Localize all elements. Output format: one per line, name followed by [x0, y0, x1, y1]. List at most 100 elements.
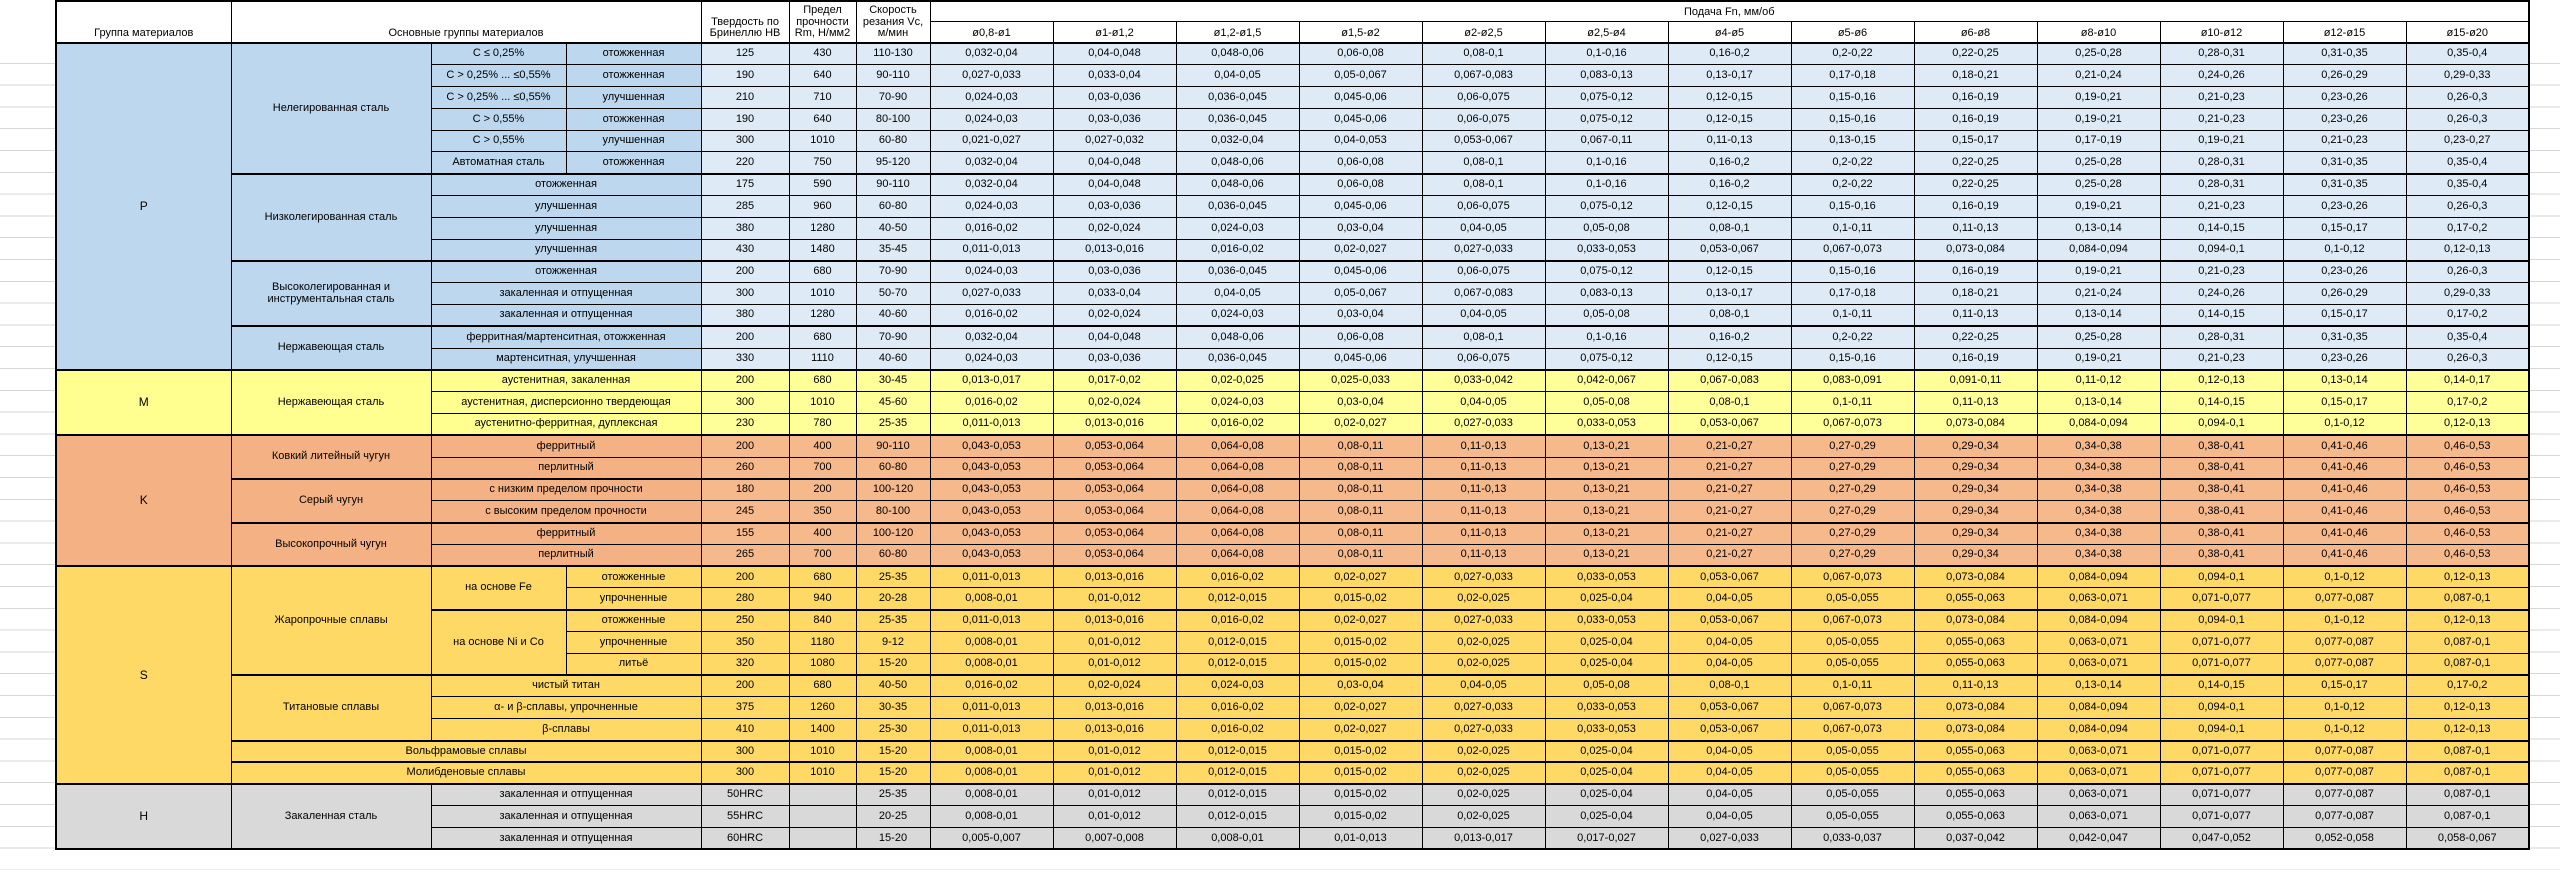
- feed-cell: 0,033-0,053: [1544, 608, 1669, 633]
- feed-cell: 0,077-0,087: [2282, 587, 2407, 611]
- feed-cell: 0,15-0,16: [1790, 347, 1915, 371]
- group-cell-P: P: [55, 42, 232, 371]
- feed-cell: 0,048-0,06: [1175, 172, 1300, 197]
- feed-cell: 0,04-0,05: [1175, 64, 1300, 88]
- table-row: P Нелегированная сталь C ≤ 0,25% отожженная…: [55, 42, 2530, 371]
- feed-cell: 0,027-0,033: [1421, 696, 1546, 720]
- hardness-cell: 285: [700, 195, 790, 218]
- feed-cell: 0,073-0,084: [1913, 565, 2038, 589]
- table-row: Вольфрамовые сплавы 300 1010 15-20 0,008-0,0…: [56, 739, 2530, 763]
- feed-cell: 0,012-0,015: [1175, 805, 1300, 829]
- feed-cell: 0,29-0,34: [1913, 477, 2038, 502]
- feed-cell: 0,23-0,26: [2282, 259, 2407, 284]
- feed-cell: 0,04-0,05: [1421, 304, 1546, 327]
- treatment-cell: отожженная: [565, 151, 702, 175]
- hardness-cell: 350: [700, 631, 790, 654]
- feed-cell: 0,016-0,02: [1175, 608, 1300, 633]
- feed-cell: 0,18-0,21: [1913, 282, 2038, 306]
- feed-cell: 0,13-0,17: [1667, 282, 1792, 306]
- strength-cell: 1010: [788, 761, 857, 785]
- feed-cell: 0,27-0,29: [1790, 543, 1915, 567]
- feed-cell: 0,17-0,2: [2405, 674, 2530, 698]
- feed-cell: 0,063-0,071: [2036, 783, 2161, 807]
- feed-cell: 0,043-0,053: [929, 477, 1054, 502]
- feed-cell: 0,036-0,045: [1175, 86, 1300, 109]
- treatment-cell: отожженные: [565, 565, 702, 589]
- table-row: упрочненные 280 940 20-28 0,008-0,01 0,01-0,0…: [56, 587, 2530, 611]
- feed-cell: 0,02-0,027: [1298, 608, 1423, 633]
- feed-cell: 0,025-0,04: [1544, 631, 1669, 654]
- feed-cell: 0,025-0,04: [1544, 761, 1669, 785]
- feed-cell: 0,38-0,41: [2159, 434, 2284, 458]
- table-row: аустенитно-ферритная, дуплексная 230 780 25…: [56, 413, 2530, 436]
- feed-cell: 0,033-0,053: [1544, 565, 1669, 589]
- table-row: упрочненные 350 1180 9-12 0,008-0,01 0,01-0,0…: [56, 631, 2530, 654]
- feed-cell: 0,21-0,23: [2159, 86, 2284, 109]
- feed-cell: 0,015-0,02: [1298, 652, 1423, 676]
- feed-cell: 0,055-0,063: [1913, 783, 2038, 807]
- feed-cell: 0,067-0,083: [1421, 64, 1546, 88]
- table-row: M Нержавеющая сталь аустенитная, закаленна…: [55, 368, 2530, 436]
- feed-cell: 0,05-0,08: [1544, 216, 1669, 240]
- feed-cell: 0,34-0,38: [2036, 521, 2161, 545]
- feed-cell: 0,025-0,04: [1544, 783, 1669, 807]
- feed-cell: 0,13-0,21: [1544, 477, 1669, 502]
- feed-cell: 0,11-0,13: [1421, 477, 1546, 502]
- feed-cell: 0,02-0,027: [1298, 238, 1423, 262]
- feed-cell: 0,38-0,41: [2159, 543, 2284, 567]
- feed-cell: 0,055-0,063: [1913, 761, 2038, 785]
- treatment-cell: отожженные: [565, 608, 702, 633]
- hardness-cell: 190: [700, 64, 790, 88]
- feed-cell: 0,048-0,06: [1175, 42, 1300, 66]
- subgroup-cell: на основе Fe: [430, 565, 567, 611]
- material-cell: Низколегированная сталь: [230, 172, 432, 262]
- feed-cell: 0,21-0,27: [1667, 477, 1792, 502]
- feed-cell: 0,13-0,14: [2282, 368, 2407, 393]
- feed-cell: 0,12-0,15: [1667, 86, 1792, 109]
- subgroup-cell: ферритный: [430, 434, 702, 458]
- feed-cell: 0,02-0,025: [1175, 368, 1300, 393]
- strength-cell: 1010: [788, 282, 857, 306]
- feed-cell: 0,027-0,033: [929, 64, 1054, 88]
- feed-cell: 0,16-0,19: [1913, 86, 2038, 109]
- speed-cell: 45-60: [855, 391, 931, 415]
- feed-cell: 0,21-0,23: [2159, 195, 2284, 218]
- feed-cell: 0,11-0,13: [1913, 674, 2038, 698]
- feed-cell: 0,06-0,075: [1421, 259, 1546, 284]
- feed-cell: 0,26-0,29: [2282, 64, 2407, 88]
- feed-cell: 0,032-0,04: [1175, 129, 1300, 153]
- material-cell: Высоколегированная и инструментальная ст…: [230, 259, 432, 327]
- feed-cell: 0,045-0,06: [1298, 107, 1423, 131]
- subgroup-cell: аустенитно-ферритная, дуплексная: [430, 413, 702, 436]
- feed-cell: 0,05-0,08: [1544, 674, 1669, 698]
- strength-cell: 1280: [788, 216, 857, 240]
- feed-cell: 0,16-0,19: [1913, 259, 2038, 284]
- hardness-cell: 300: [700, 282, 790, 306]
- feed-cell: 0,05-0,055: [1790, 783, 1915, 807]
- feed-cell: 0,027-0,033: [1421, 565, 1546, 589]
- feed-cell: 0,083-0,091: [1790, 368, 1915, 393]
- feed-cell: 0,08-0,1: [1421, 151, 1546, 175]
- feed-cell: 0,17-0,2: [2405, 391, 2530, 415]
- feed-cell: 0,12-0,15: [1667, 107, 1792, 131]
- feed-cell: 0,04-0,05: [1421, 674, 1546, 698]
- feed-cell: 0,46-0,53: [2405, 477, 2530, 502]
- feed-cell: 0,045-0,06: [1298, 195, 1423, 218]
- feed-cell: 0,007-0,008: [1052, 827, 1177, 850]
- speed-cell: 40-50: [855, 216, 931, 240]
- speed-cell: 25-35: [855, 608, 931, 633]
- feed-cell: 0,027-0,032: [1052, 129, 1177, 153]
- feed-cell: 0,008-0,01: [929, 631, 1054, 654]
- feed-cell: 0,34-0,38: [2036, 543, 2161, 567]
- feed-cell: 0,016-0,02: [1175, 718, 1300, 741]
- feed-cell: 0,016-0,02: [1175, 696, 1300, 720]
- feed-cell: 0,064-0,08: [1175, 477, 1300, 502]
- strength-cell: 840: [788, 608, 857, 633]
- feed-cell: 0,19-0,21: [2036, 86, 2161, 109]
- treatment-cell: отожженная: [565, 64, 702, 88]
- feed-cell: 0,067-0,073: [1790, 413, 1915, 436]
- table-row: Высокопрочный чугун ферритный 155 400 100-12…: [56, 521, 2530, 567]
- subgroup-cell: чистый титан: [430, 674, 702, 698]
- feed-cell: 0,012-0,015: [1175, 652, 1300, 676]
- feed-cell: 0,13-0,17: [1667, 64, 1792, 88]
